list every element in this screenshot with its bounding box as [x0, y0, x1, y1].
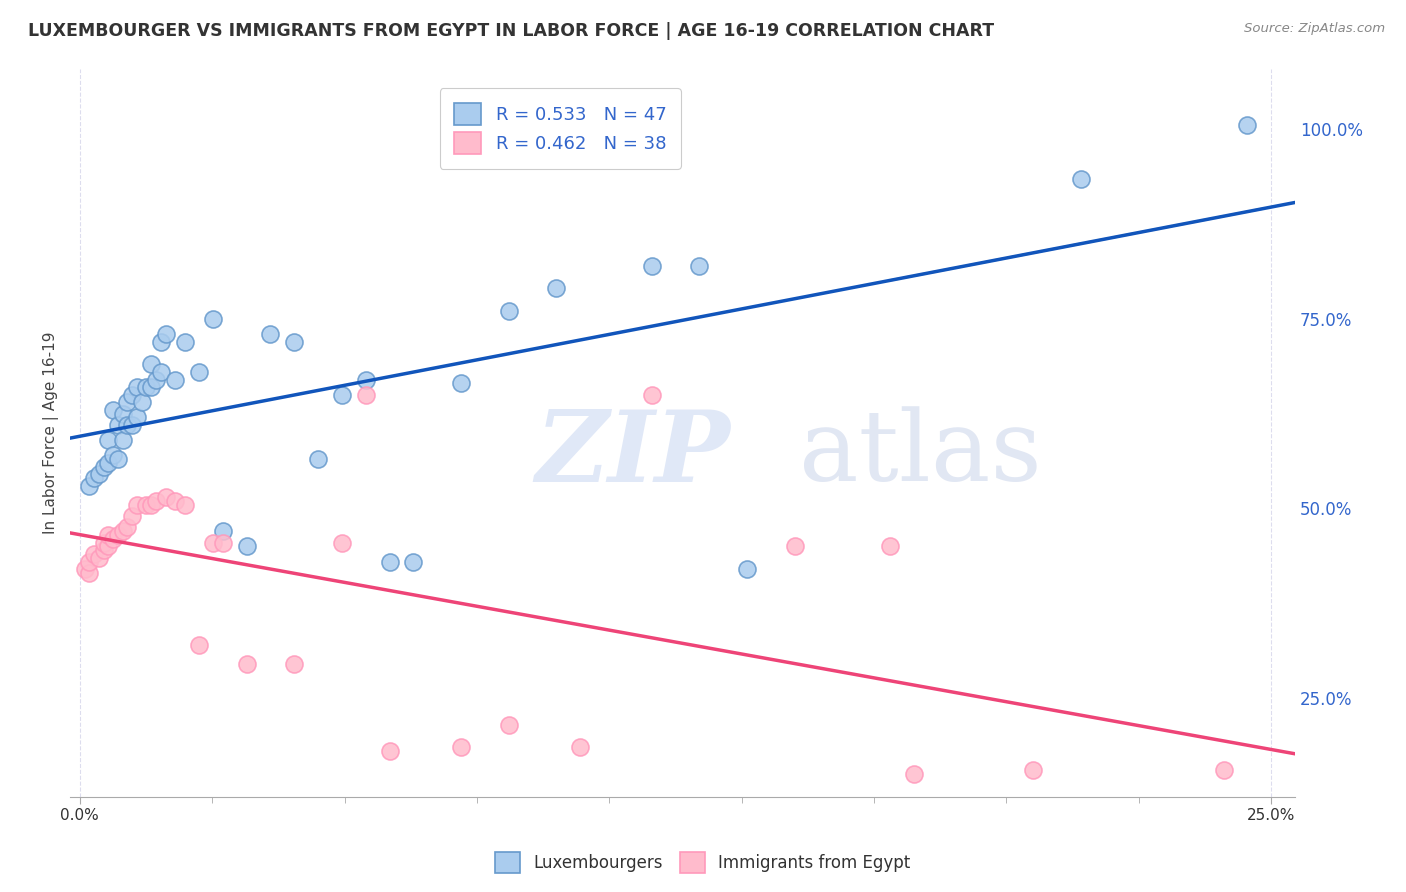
Point	[141, 380, 163, 394]
Point	[79, 566, 101, 580]
Point	[83, 471, 105, 485]
Point	[498, 717, 520, 731]
Point	[307, 452, 329, 467]
Point	[450, 376, 472, 391]
Point	[173, 334, 195, 349]
Point	[73, 562, 96, 576]
Point	[546, 281, 568, 295]
Point	[121, 387, 143, 401]
Point	[141, 498, 163, 512]
Point	[330, 387, 353, 401]
Point	[378, 555, 401, 569]
Point	[149, 365, 172, 379]
Point	[107, 417, 129, 432]
Point	[107, 528, 129, 542]
Point	[235, 657, 257, 671]
Point	[101, 448, 124, 462]
Point	[783, 540, 806, 554]
Point	[173, 498, 195, 512]
Y-axis label: In Labor Force | Age 16-19: In Labor Force | Age 16-19	[44, 331, 59, 533]
Point	[145, 372, 167, 386]
Point	[211, 535, 233, 549]
Point	[283, 334, 305, 349]
Point	[569, 740, 592, 755]
Point	[97, 456, 120, 470]
Point	[735, 562, 758, 576]
Point	[903, 767, 925, 781]
Point	[354, 387, 377, 401]
Point	[202, 535, 225, 549]
Point	[1070, 171, 1092, 186]
Point	[187, 638, 209, 652]
Point	[83, 547, 105, 561]
Point	[87, 467, 110, 482]
Point	[117, 417, 139, 432]
Point	[450, 740, 472, 755]
Point	[145, 494, 167, 508]
Point	[155, 326, 177, 341]
Point	[1236, 119, 1258, 133]
Point	[121, 417, 143, 432]
Text: LUXEMBOURGER VS IMMIGRANTS FROM EGYPT IN LABOR FORCE | AGE 16-19 CORRELATION CHA: LUXEMBOURGER VS IMMIGRANTS FROM EGYPT IN…	[28, 22, 994, 40]
Point	[135, 380, 157, 394]
Point	[330, 535, 353, 549]
Point	[101, 532, 124, 546]
Point	[498, 304, 520, 318]
Point	[640, 259, 662, 273]
Point	[402, 555, 425, 569]
Point	[117, 395, 139, 409]
Point	[79, 478, 101, 492]
Point	[87, 550, 110, 565]
Point	[155, 490, 177, 504]
Point	[149, 334, 172, 349]
Point	[79, 555, 101, 569]
Point	[165, 494, 187, 508]
Point	[688, 259, 710, 273]
Point	[640, 387, 662, 401]
Point	[101, 402, 124, 417]
Text: Source: ZipAtlas.com: Source: ZipAtlas.com	[1244, 22, 1385, 36]
Point	[111, 407, 134, 421]
Point	[121, 509, 143, 524]
Legend: R = 0.533   N = 47, R = 0.462   N = 38: R = 0.533 N = 47, R = 0.462 N = 38	[440, 88, 681, 169]
Point	[354, 372, 377, 386]
Legend: Luxembourgers, Immigrants from Egypt: Luxembourgers, Immigrants from Egypt	[489, 846, 917, 880]
Point	[131, 395, 153, 409]
Point	[125, 380, 148, 394]
Point	[97, 433, 120, 447]
Point	[879, 540, 901, 554]
Point	[107, 452, 129, 467]
Text: ZIP: ZIP	[536, 406, 731, 503]
Point	[165, 372, 187, 386]
Point	[111, 524, 134, 539]
Point	[283, 657, 305, 671]
Point	[235, 540, 257, 554]
Point	[135, 498, 157, 512]
Point	[125, 410, 148, 425]
Point	[187, 365, 209, 379]
Point	[93, 459, 115, 474]
Text: atlas: atlas	[799, 407, 1042, 502]
Point	[141, 357, 163, 371]
Point	[93, 543, 115, 558]
Point	[1022, 763, 1045, 777]
Point	[1212, 763, 1234, 777]
Point	[125, 498, 148, 512]
Point	[378, 744, 401, 758]
Point	[111, 433, 134, 447]
Point	[117, 520, 139, 534]
Point	[259, 326, 281, 341]
Point	[93, 535, 115, 549]
Point	[97, 540, 120, 554]
Point	[211, 524, 233, 539]
Point	[97, 528, 120, 542]
Point	[202, 311, 225, 326]
